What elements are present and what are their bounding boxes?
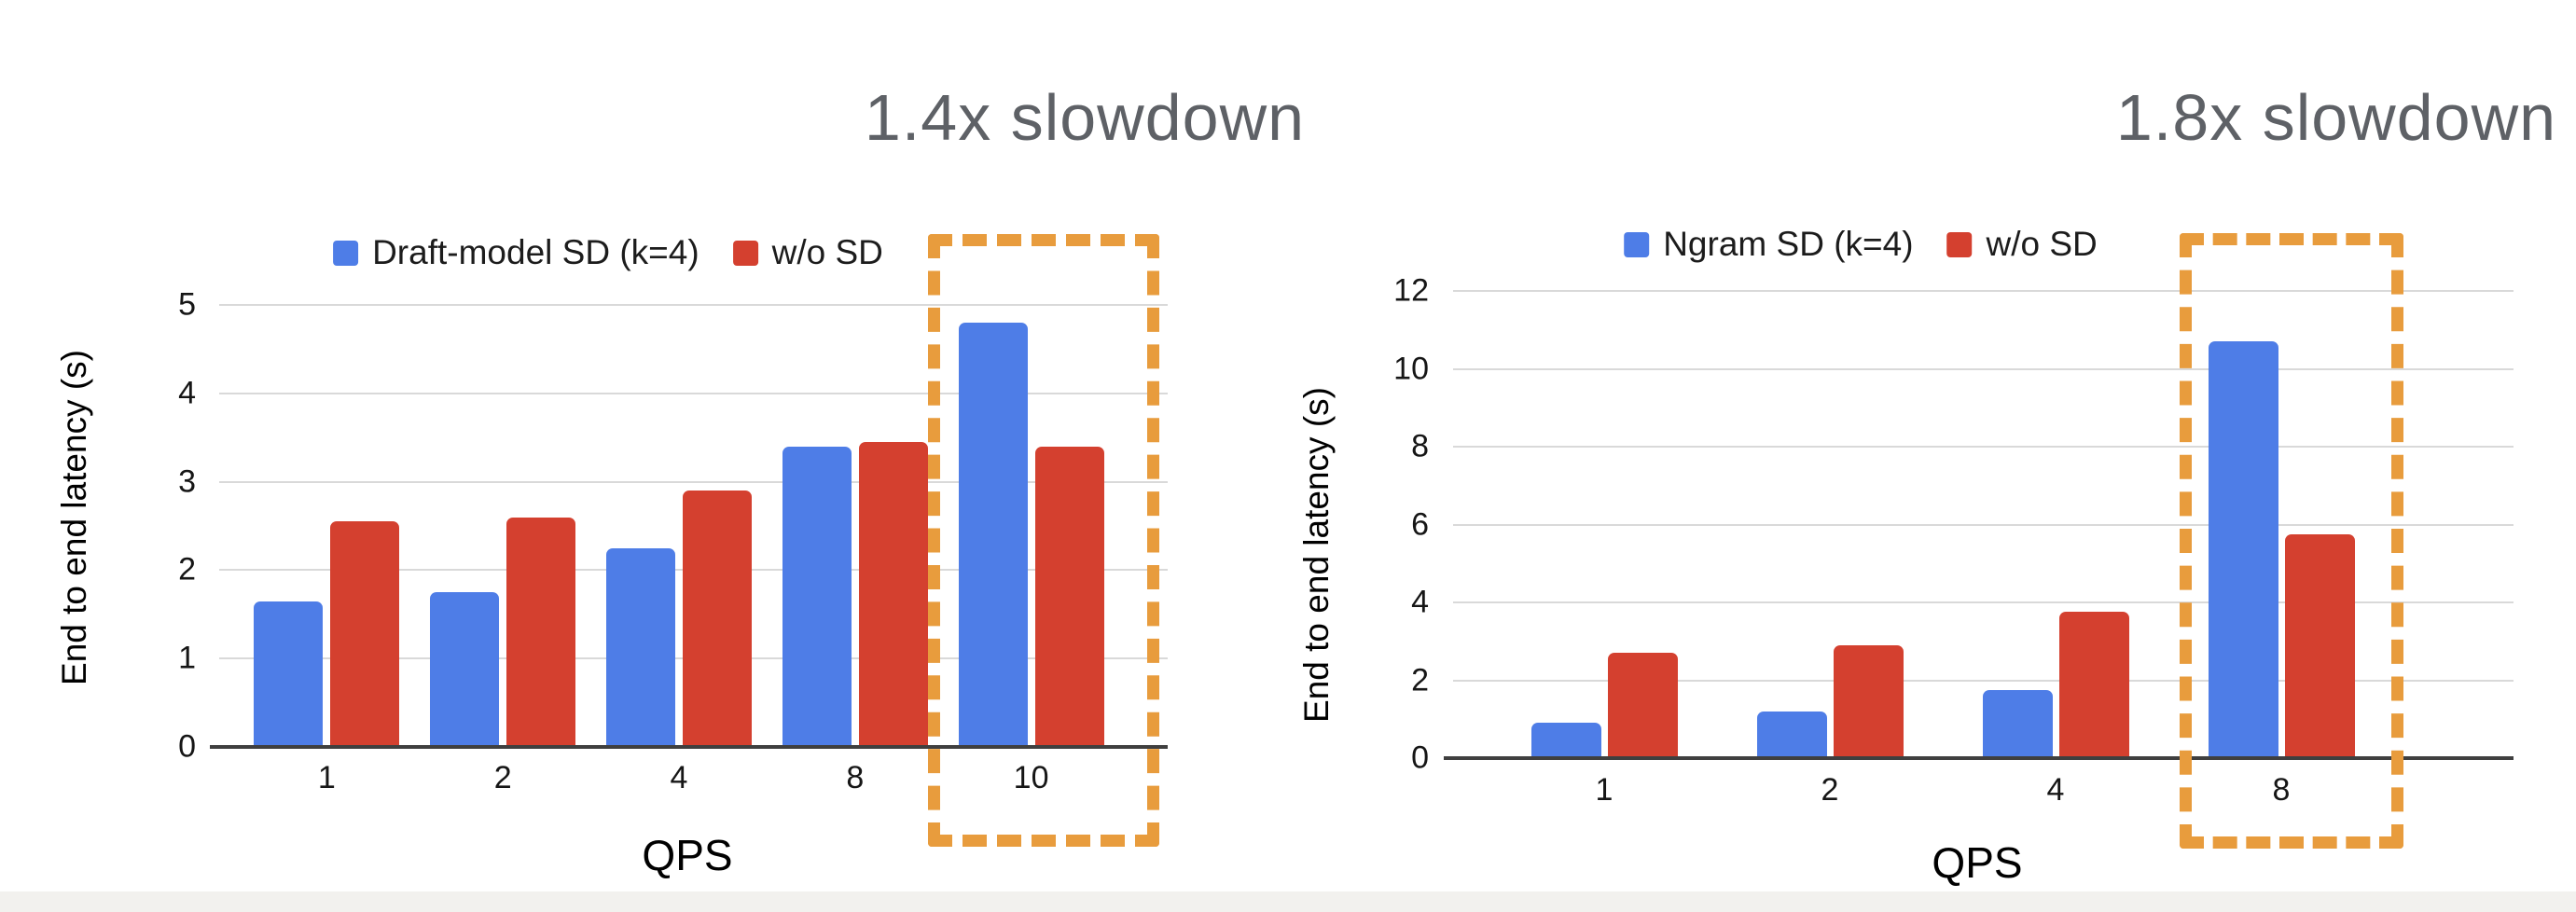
y-tick-3: 3 <box>178 463 196 500</box>
x-tick-8: 8 <box>2272 772 2291 808</box>
y-tick-4: 4 <box>178 375 196 411</box>
gridline-y4 <box>1453 601 2514 603</box>
gridline-y1 <box>219 657 1168 660</box>
y-tick-2: 2 <box>1411 662 1429 698</box>
legend-swatch-blue <box>1624 231 1650 257</box>
bottom-strip <box>0 891 2576 912</box>
x-tick-1: 1 <box>317 760 336 795</box>
gridline-y8 <box>1453 446 2514 448</box>
x-tick-4: 4 <box>670 760 688 795</box>
bar-sd-qps-8 <box>2208 341 2278 758</box>
y-tick-8: 8 <box>1411 428 1429 464</box>
bar-sd-qps-8 <box>782 446 852 747</box>
legend-swatch-blue <box>333 240 359 266</box>
legend-item-wo-sd: w/o SD <box>732 233 883 272</box>
legend-label: Draft-model SD (k=4) <box>372 233 699 271</box>
legend-item-sd: Ngram SD (k=4) <box>1624 225 1914 264</box>
highlight-box-qps-10 <box>928 234 1159 847</box>
x-tick-8: 8 <box>846 760 865 795</box>
legend: Ngram SD (k=4) w/o SD <box>1624 225 2098 264</box>
highlight-box-qps-8 <box>2180 233 2403 849</box>
x-axis-title: QPS <box>642 831 733 879</box>
legend: Draft-model SD (k=4) w/o SD <box>333 233 883 272</box>
x-tick-4: 4 <box>2046 772 2065 808</box>
bar-wo-sd-qps-4 <box>2058 612 2129 758</box>
legend-label: Ngram SD (k=4) <box>1663 225 1914 263</box>
y-tick-0: 0 <box>178 728 196 765</box>
y-tick-5: 5 <box>178 286 196 323</box>
bar-wo-sd-qps-1 <box>330 521 400 747</box>
y-axis-title: End to end latency (s) <box>1297 387 1336 723</box>
bar-sd-qps-4 <box>606 547 675 747</box>
bar-wo-sd-qps-8 <box>858 441 928 747</box>
bar-wo-sd-qps-2 <box>1833 644 1904 758</box>
gridline-y2 <box>219 569 1168 572</box>
annotation-left-slowdown: 1.4x slowdown <box>864 81 1306 154</box>
gridline-y12 <box>1453 290 2514 292</box>
bar-sd-qps-1 <box>1530 723 1601 758</box>
y-tick-1: 1 <box>178 640 196 676</box>
x-tick-10: 10 <box>1013 760 1049 795</box>
gridline-y2 <box>1453 679 2514 682</box>
x-tick-2: 2 <box>493 760 512 795</box>
bar-wo-sd-qps-4 <box>683 491 752 747</box>
legend-item-sd: Draft-model SD (k=4) <box>333 233 699 272</box>
y-tick-6: 6 <box>1411 506 1429 542</box>
legend-swatch-red <box>732 240 758 266</box>
x-axis-line <box>210 745 1168 749</box>
legend-label: w/o SD <box>771 233 883 271</box>
x-tick-2: 2 <box>1821 772 1839 808</box>
bar-wo-sd-qps-8 <box>2284 533 2355 758</box>
legend-item-wo-sd: w/o SD <box>1946 225 2098 264</box>
gridline-y5 <box>219 304 1168 306</box>
bar-wo-sd-qps-10 <box>1034 446 1104 747</box>
y-tick-12: 12 <box>1393 272 1429 309</box>
bar-wo-sd-qps-2 <box>506 517 576 747</box>
x-axis-line <box>1444 756 2514 760</box>
y-axis-title: End to end latency (s) <box>55 350 93 685</box>
annotation-right-slowdown: 1.8x slowdown <box>2115 81 2557 154</box>
bar-sd-qps-2 <box>430 592 500 747</box>
y-tick-4: 4 <box>1411 584 1429 620</box>
bar-sd-qps-10 <box>958 322 1028 747</box>
legend-swatch-red <box>1946 231 1973 257</box>
gridline-y4 <box>219 392 1168 394</box>
legend-label: w/o SD <box>1986 225 2098 263</box>
gridline-y3 <box>219 480 1168 483</box>
y-tick-0: 0 <box>1411 739 1429 776</box>
x-axis-title: QPS <box>1932 838 2023 887</box>
bar-wo-sd-qps-1 <box>1607 653 1678 758</box>
bar-sd-qps-2 <box>1756 711 1827 758</box>
x-tick-1: 1 <box>1595 772 1613 808</box>
gridline-y10 <box>1453 367 2514 370</box>
gridline-y6 <box>1453 523 2514 526</box>
y-tick-2: 2 <box>178 551 196 587</box>
y-tick-10: 10 <box>1393 351 1429 386</box>
bar-sd-qps-1 <box>254 601 324 747</box>
bar-sd-qps-4 <box>1982 689 2053 758</box>
